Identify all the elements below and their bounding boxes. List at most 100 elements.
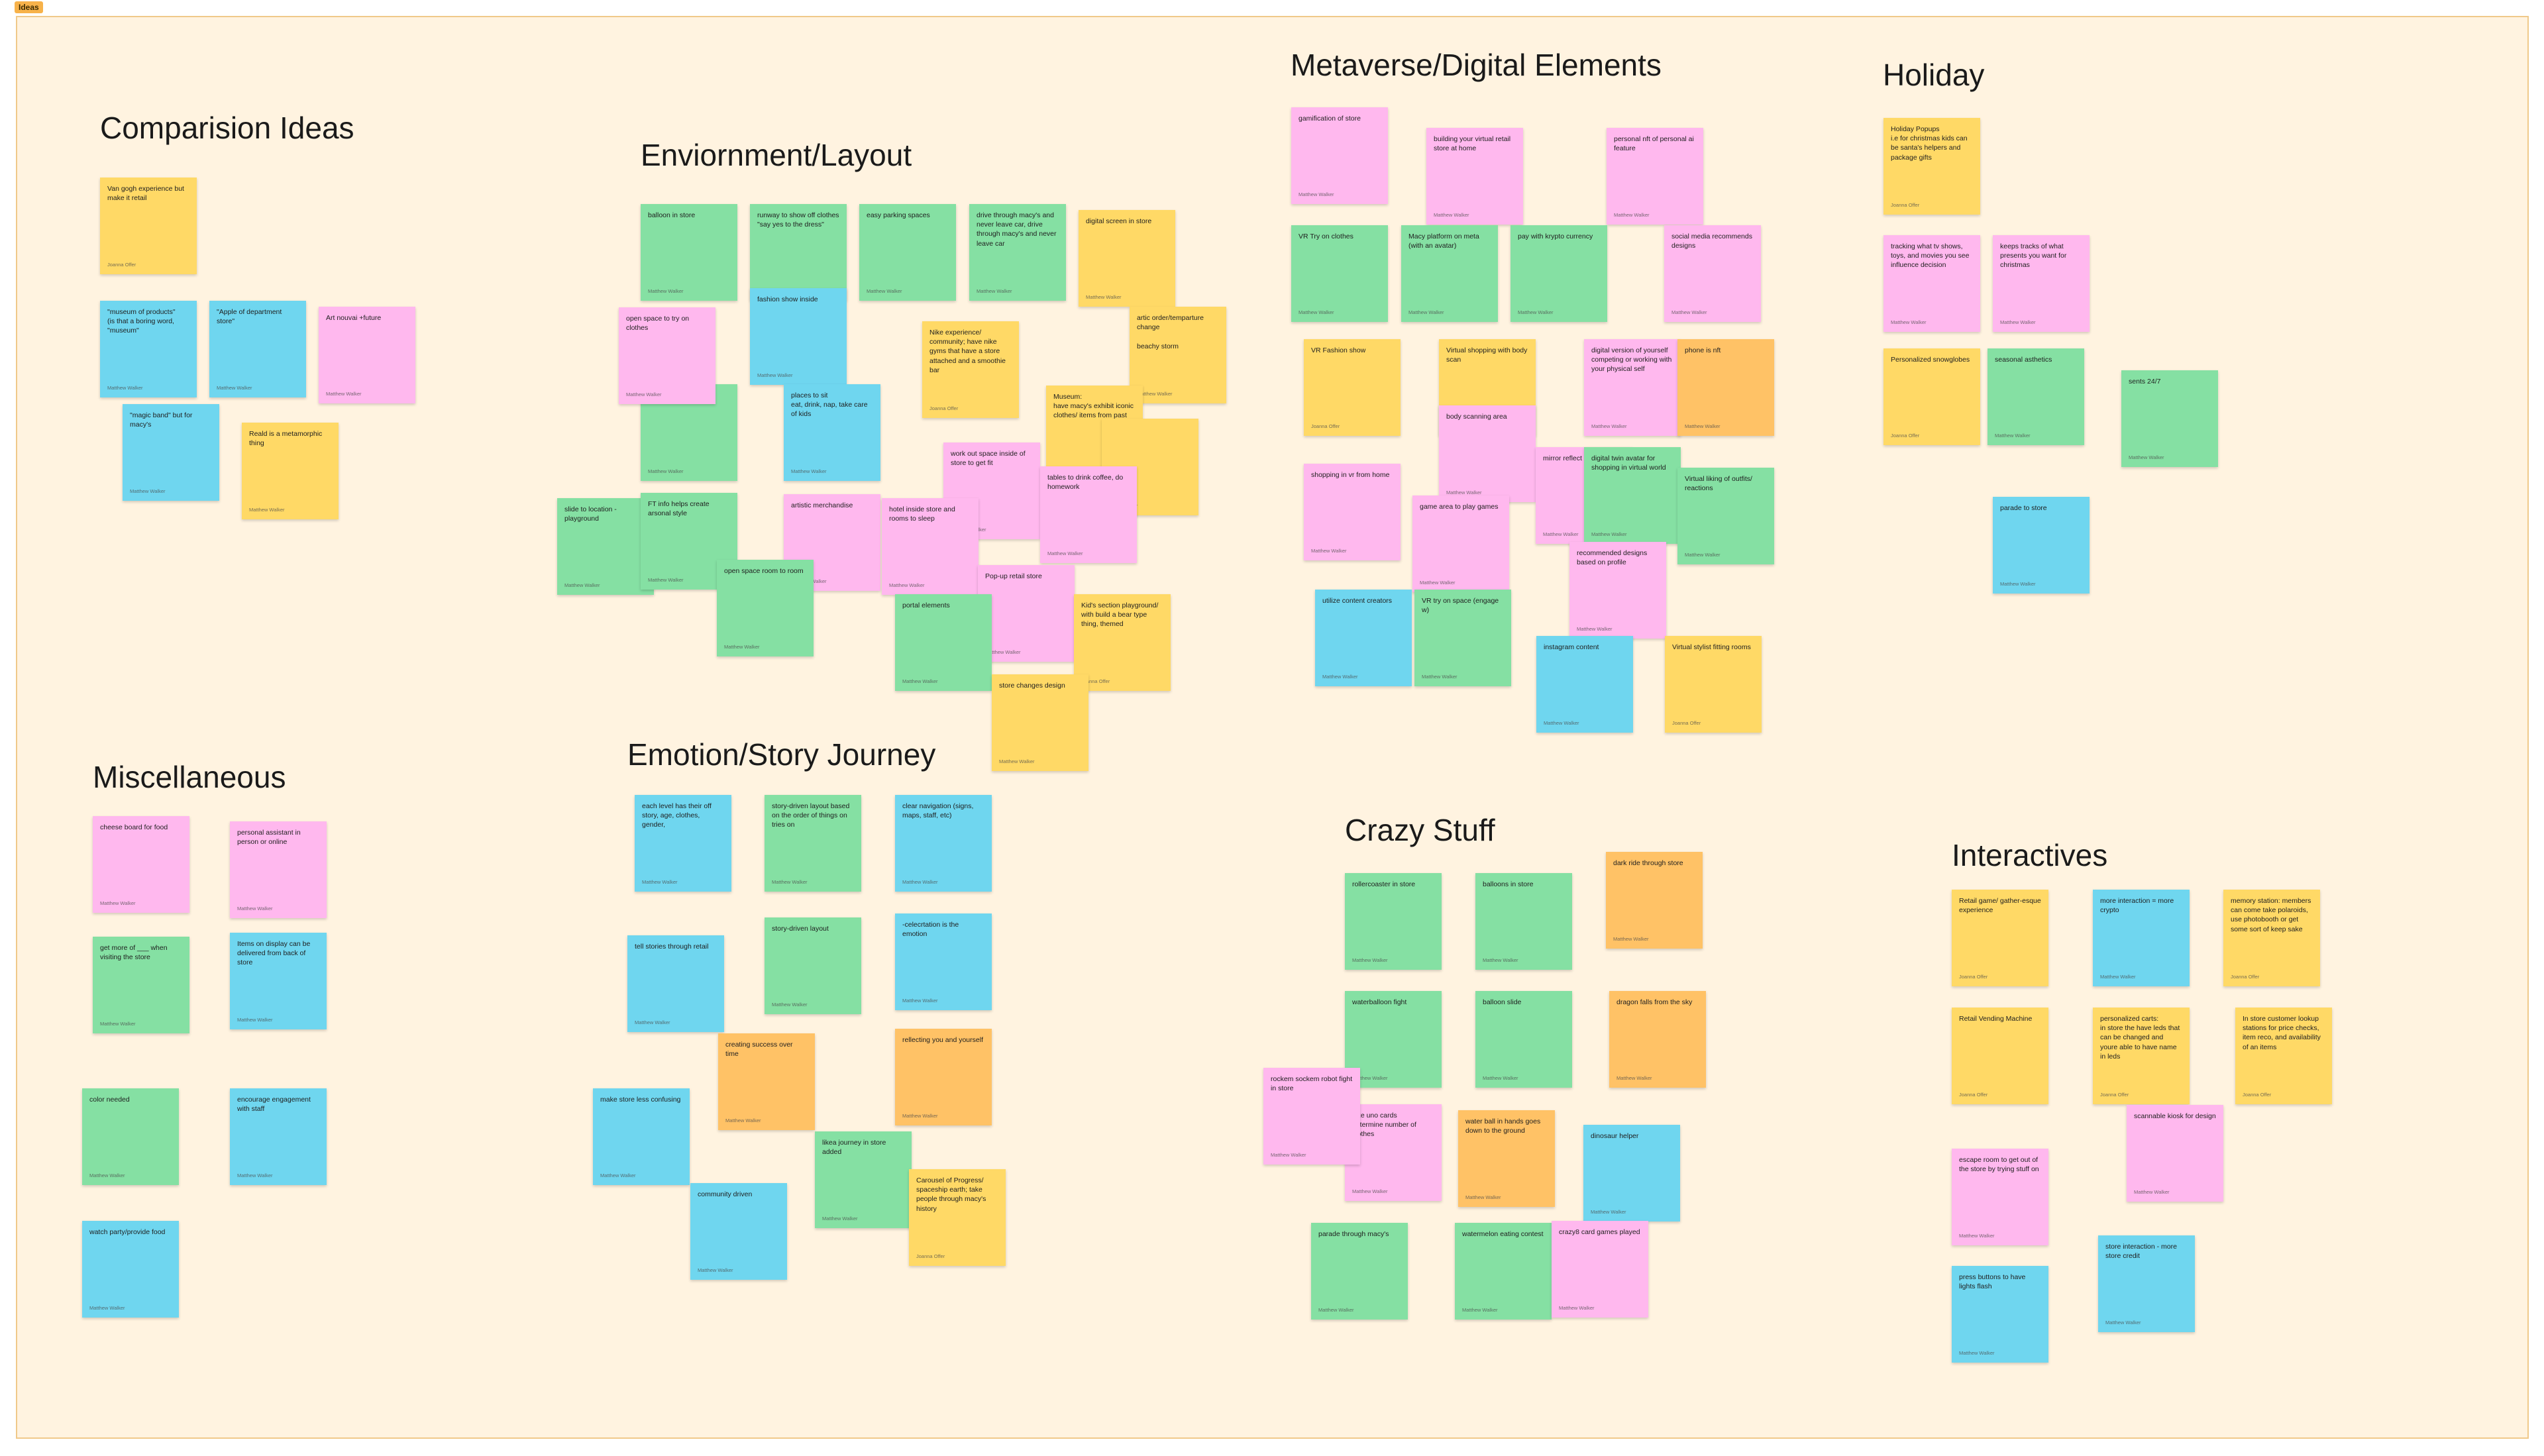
sticky-note[interactable]: gamification of store Matthew Walker xyxy=(1291,107,1388,204)
sticky-note[interactable]: "museum of products" (is that a boring w… xyxy=(100,301,197,397)
sticky-note[interactable]: creating success over time Matthew Walker xyxy=(718,1033,815,1130)
sticky-note[interactable]: phone is nft Matthew Walker xyxy=(1677,339,1774,436)
sticky-note[interactable]: rollercoaster in store Matthew Walker xyxy=(1345,873,1442,970)
sticky-note[interactable]: building your virtual retail store at ho… xyxy=(1426,128,1523,225)
sticky-note[interactable]: Virtual liking of outfits/ reactions Matt… xyxy=(1677,468,1774,564)
sticky-note[interactable]: likea journey in store added Matthew Walk… xyxy=(815,1131,912,1228)
sticky-note[interactable]: size uno cards determine number of cloth… xyxy=(1345,1104,1442,1201)
sticky-note[interactable]: watch party/provide food Matthew Walker xyxy=(82,1221,179,1318)
sticky-note[interactable]: Retail game/ gather-esque experience Joan… xyxy=(1952,890,2048,986)
sticky-note[interactable]: escape room to get out of the store by t… xyxy=(1952,1149,2048,1245)
sticky-note[interactable]: Items on display can be delivered from b… xyxy=(230,933,327,1029)
sticky-note[interactable]: instagram content Matthew Walker xyxy=(1536,636,1633,733)
sticky-note[interactable]: fashion show inside Matthew Walker xyxy=(750,288,847,385)
sticky-note[interactable]: rockem sockem robot fight in store Matthe… xyxy=(1263,1068,1360,1165)
sticky-note[interactable]: slide to location -playground Matthew Wal… xyxy=(557,498,654,595)
sticky-note[interactable]: VR Try on clothes Matthew Walker xyxy=(1291,225,1388,322)
sticky-note[interactable]: artic order/temparture change beachy sto… xyxy=(1130,307,1226,403)
sticky-note[interactable]: "magic band" but for macy's Matthew Walke… xyxy=(123,404,219,501)
sticky-note[interactable]: press buttons to have lights flash Matthe… xyxy=(1952,1266,2048,1363)
sticky-note[interactable]: recommended designs based on profile Matt… xyxy=(1569,542,1666,639)
sticky-note[interactable]: memory station: members can come take po… xyxy=(2223,890,2320,986)
sticky-note[interactable]: watermelon eating contest Matthew Walker xyxy=(1455,1223,1552,1320)
sticky-note[interactable]: social media recommends designs Matthew W… xyxy=(1664,225,1761,322)
sticky-note[interactable]: dragon falls from the sky Matthew Walker xyxy=(1609,991,1706,1088)
sticky-note[interactable]: tracking what tv shows, toys, and movies… xyxy=(1883,235,1980,332)
sticky-note[interactable]: personal assistant in person or online Ma… xyxy=(230,821,327,918)
sticky-note[interactable]: work out space inside of store to get fi… xyxy=(943,442,1040,539)
sticky-note[interactable]: Van gogh experience but make it retail Jo… xyxy=(100,178,197,274)
sticky-note[interactable]: VR Fashion show Joanna Offer xyxy=(1304,339,1401,436)
sticky-note[interactable]: balloon in store Matthew Walker xyxy=(641,204,737,301)
sticky-note[interactable]: each level has their off story, age, clo… xyxy=(635,795,731,892)
sticky-note[interactable]: places to sit eat, drink, nap, take care… xyxy=(784,384,880,481)
sticky-note[interactable]: easy parking spaces Matthew Walker xyxy=(859,204,956,301)
sticky-note[interactable]: shopping in vr from home Matthew Walker xyxy=(1304,464,1401,560)
sticky-note[interactable]: make store less confusing Matthew Walker xyxy=(593,1088,690,1185)
note-text: scannable kiosk for design xyxy=(2134,1112,2216,1120)
sticky-note[interactable]: Art nouvai +future Matthew Walker xyxy=(319,307,415,403)
sticky-note[interactable]: drive through macy's and never leave car… xyxy=(969,204,1066,301)
sticky-note[interactable]: waterballoon fight Matthew Walker xyxy=(1345,991,1442,1088)
sticky-note[interactable]: portal elements Matthew Walker xyxy=(895,594,992,691)
sticky-note[interactable]: clear navigation (signs, maps, staff, et… xyxy=(895,795,992,892)
sticky-note[interactable]: community driven Matthew Walker xyxy=(690,1183,787,1280)
sticky-note[interactable]: hotel inside store and rooms to sleep Mat… xyxy=(882,498,979,595)
sticky-note[interactable]: store changes design Matthew Walker xyxy=(992,674,1088,771)
sticky-note[interactable]: digital twin avatar for shopping in virt… xyxy=(1584,447,1681,544)
sticky-note[interactable]: keeps tracks of what presents you want f… xyxy=(1993,235,2090,332)
sticky-note[interactable]: color needed Matthew Walker xyxy=(82,1088,179,1185)
sticky-note[interactable]: story-driven layout based on the order o… xyxy=(765,795,861,892)
sticky-note[interactable]: balloon slide Matthew Walker xyxy=(1475,991,1572,1088)
sticky-note[interactable]: personalized carts: in store the have le… xyxy=(2093,1008,2190,1104)
sticky-note[interactable]: open space to try on clothes Matthew Walk… xyxy=(619,307,716,404)
sticky-note[interactable]: Reald is a metamorphic thing Matthew Walk… xyxy=(242,423,339,519)
sticky-note[interactable]: encourage engagement with staff Matthew W… xyxy=(230,1088,327,1185)
sticky-note[interactable]: VR try on space (engage w) Matthew Walker xyxy=(1414,590,1511,686)
sticky-note[interactable]: digital version of yourself competing or… xyxy=(1584,339,1681,436)
sticky-note[interactable]: open space room to room Matthew Walker xyxy=(717,560,814,656)
sticky-note[interactable]: tell stories through retail Matthew Walke… xyxy=(627,935,724,1032)
sticky-note[interactable]: body scanning area Matthew Walker xyxy=(1439,405,1536,502)
sticky-note[interactable]: rellecting you and yourself Matthew Walke… xyxy=(895,1029,992,1125)
sticky-note[interactable]: seasonal asthetics Matthew Walker xyxy=(1988,348,2084,445)
sticky-note[interactable]: parade through macy's Matthew Walker xyxy=(1311,1223,1408,1320)
sticky-note[interactable]: store interaction - more store credit Mat… xyxy=(2098,1235,2195,1332)
sticky-note[interactable]: Holiday Popups i.e for christmas kids ca… xyxy=(1883,118,1980,215)
sticky-note[interactable]: crazy8 card games played Matthew Walker xyxy=(1552,1221,1648,1318)
sticky-note[interactable]: dinosaur helper Matthew Walker xyxy=(1583,1125,1680,1222)
sticky-note[interactable]: "Apple of department store" Matthew Walke… xyxy=(209,301,306,397)
sticky-note[interactable]: dark ride through store Matthew Walker xyxy=(1606,852,1703,949)
sticky-note[interactable]: Kid's section playground/ with build a b… xyxy=(1074,594,1171,691)
sticky-note[interactable]: -celecrtation is the emotion Matthew Walk… xyxy=(895,913,992,1010)
sticky-note[interactable]: tables to drink coffee, do homework Matth… xyxy=(1040,466,1137,563)
sticky-note[interactable]: Carousel of Progress/ spaceship earth; t… xyxy=(909,1169,1006,1266)
sticky-note[interactable]: Retail Vending Machine Joanna Offer xyxy=(1952,1008,2048,1104)
sticky-note[interactable]: sents 24/7 Matthew Walker xyxy=(2121,370,2218,467)
sticky-note[interactable]: pay with krypto currency Matthew Walker xyxy=(1510,225,1607,322)
sticky-note[interactable]: parade to store Matthew Walker xyxy=(1993,497,2090,594)
sticky-note[interactable]: scannable kiosk for design Matthew Walker xyxy=(2127,1105,2223,1202)
sticky-note[interactable]: runway to show off clothes "say yes to t… xyxy=(750,204,847,301)
note-text: Museum: have macy's exhibit iconic cloth… xyxy=(1053,393,1134,420)
note-author: Joanna Offer xyxy=(916,1253,945,1259)
sticky-note[interactable]: game area to play games Matthew Walker xyxy=(1412,495,1509,592)
sticky-note[interactable]: utilize content creators Matthew Walker xyxy=(1315,590,1412,686)
sticky-note[interactable]: Nike experience/ community; have nike gy… xyxy=(922,321,1019,418)
sticky-note[interactable]: balloons in store Matthew Walker xyxy=(1475,873,1572,970)
note-author: Matthew Walker xyxy=(326,390,362,397)
sticky-note[interactable]: Personalized snowglobes Joanna Offer xyxy=(1883,348,1980,445)
sticky-note[interactable]: story-driven layout Matthew Walker xyxy=(765,917,861,1014)
sticky-note[interactable]: In store customer lookup stations for pr… xyxy=(2235,1008,2332,1104)
sticky-note[interactable]: personal nft of personal ai feature Matth… xyxy=(1607,128,1703,225)
sticky-note[interactable]: Macy platform on meta (with an avatar) Ma… xyxy=(1401,225,1498,322)
sticky-note[interactable]: water ball in hands goes down to the gro… xyxy=(1458,1110,1555,1207)
sticky-note[interactable]: Pop-up retail store Matthew Walker xyxy=(978,565,1075,662)
frame-tag[interactable]: Ideas xyxy=(15,1,43,13)
sticky-note[interactable]: get more of ___ when visiting the store M… xyxy=(93,937,189,1033)
sticky-note[interactable]: digital screen in store Matthew Walker xyxy=(1079,210,1175,307)
sticky-note[interactable]: Virtual stylist fitting rooms Joanna Offe… xyxy=(1665,636,1762,733)
sticky-note[interactable]: more interaction = more crypto Matthew Wa… xyxy=(2093,890,2190,986)
note-text: press buttons to have lights flash xyxy=(1959,1273,2026,1291)
sticky-note[interactable]: cheese board for food Matthew Walker xyxy=(93,816,189,913)
